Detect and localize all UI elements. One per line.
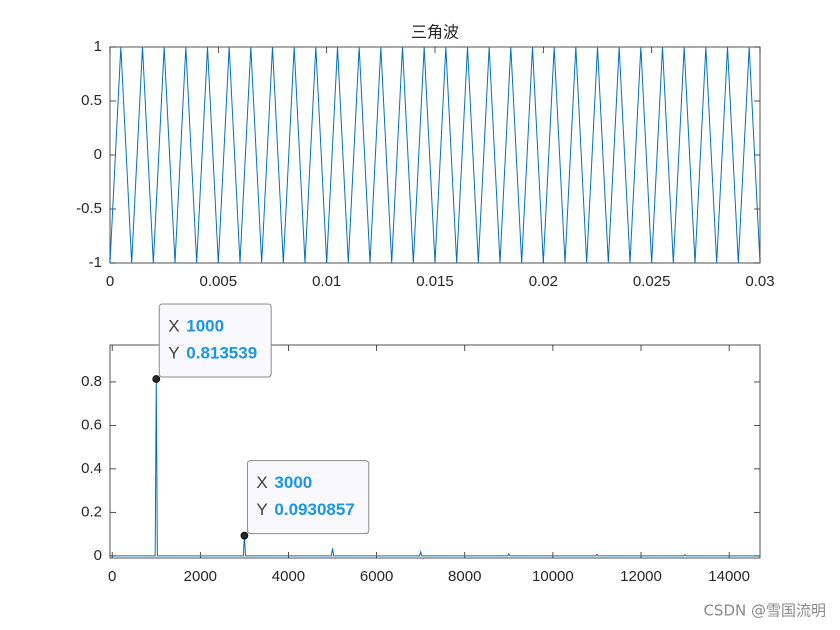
datatip: X 3000 Y 0.0930857 xyxy=(246,460,370,535)
x-tick-label: 0.03 xyxy=(745,273,774,290)
y-tick-label: -0.5 xyxy=(76,200,102,217)
chart-title: 三角波 xyxy=(411,23,459,42)
y-tick-label: 0 xyxy=(94,547,102,564)
datatip: X 1000 Y 0.813539 xyxy=(158,303,272,378)
x-tick-label: 8000 xyxy=(448,568,481,585)
datatip-key: X xyxy=(168,316,179,335)
datatip-key: Y xyxy=(168,343,179,362)
y-tick-label: 1 xyxy=(94,38,102,55)
x-tick-label: 0 xyxy=(108,568,116,585)
y-tick-label: 0.8 xyxy=(81,373,102,390)
x-tick-label: 4000 xyxy=(272,568,305,585)
x-tick-label: 0.025 xyxy=(633,273,671,290)
x-tick-label: 0.01 xyxy=(312,273,341,290)
datatip-marker xyxy=(240,531,249,540)
y-tick-label: 0.6 xyxy=(81,416,102,433)
y-tick-label: 0.2 xyxy=(81,503,102,520)
data-line xyxy=(112,379,760,557)
watermark: CSDN @雪国流明 xyxy=(703,602,826,620)
y-tick-label: 0.5 xyxy=(81,92,102,109)
x-tick-label: 0.015 xyxy=(416,273,454,290)
datatip-key: X xyxy=(256,473,267,492)
datatip-marker xyxy=(152,375,161,383)
y-tick-label: 0 xyxy=(94,146,102,163)
datatip-value: 3000 xyxy=(274,473,312,492)
y-tick-label: -1 xyxy=(89,254,102,271)
datatip-key: Y xyxy=(256,500,267,519)
datatip-value: 0.0930857 xyxy=(274,500,354,519)
x-tick-label: 12000 xyxy=(620,568,662,585)
x-tick-label: 6000 xyxy=(360,568,393,585)
axes-box xyxy=(109,344,761,559)
datatip-box xyxy=(158,303,272,378)
x-tick-label: 14000 xyxy=(708,568,750,585)
x-tick-label: 0.005 xyxy=(200,273,238,290)
x-tick-label: 2000 xyxy=(184,568,217,585)
axes-box xyxy=(109,46,761,264)
datatip-value: 0.813539 xyxy=(186,343,257,362)
x-tick-label: 10000 xyxy=(532,568,574,585)
datatip-value: 1000 xyxy=(186,316,224,335)
x-tick-label: 0.02 xyxy=(529,273,558,290)
y-tick-label: 0.4 xyxy=(81,460,102,477)
x-tick-label: 0 xyxy=(106,273,114,290)
datatip-box xyxy=(246,460,370,535)
